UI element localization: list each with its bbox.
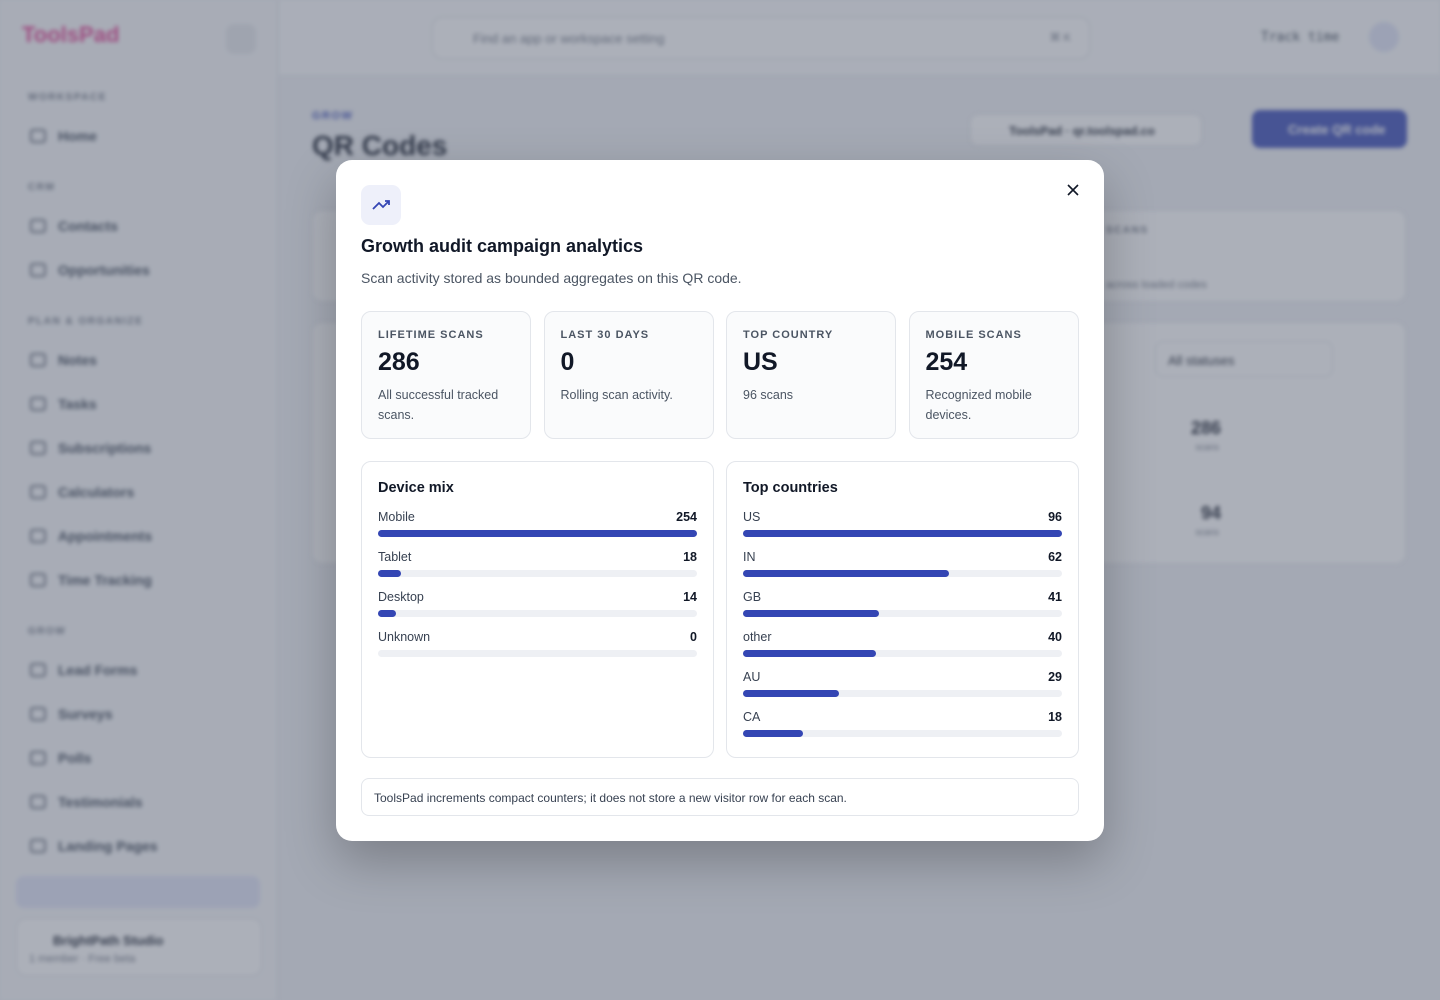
stat-value: 0	[560, 348, 575, 376]
item-name: IN	[743, 550, 756, 564]
item-name: AU	[743, 670, 761, 684]
bar-track	[743, 650, 1062, 657]
item-value: 41	[1048, 590, 1062, 604]
trend-icon	[372, 200, 390, 210]
panel-title: Top countries	[743, 480, 838, 496]
bar	[743, 570, 950, 577]
modal-footer: ToolsPad increments compact counters; it…	[361, 778, 1079, 816]
stat-label: TOP COUNTRY	[743, 329, 834, 341]
bar	[378, 570, 401, 577]
bar	[743, 690, 840, 697]
bar-track	[378, 570, 697, 577]
item-value: 254	[676, 510, 697, 524]
item-value: 62	[1048, 550, 1062, 564]
breakdown-row: GB 41	[743, 590, 1062, 630]
stat-value: 254	[925, 348, 968, 376]
item-name: Mobile	[378, 510, 415, 524]
bar-track	[378, 650, 697, 657]
bar-track	[743, 690, 1062, 697]
bar	[378, 530, 697, 537]
stat-label: LIFETIME SCANS	[378, 329, 484, 341]
panel-title: Device mix	[378, 480, 454, 496]
bar-track	[743, 530, 1062, 537]
bar-track	[743, 610, 1062, 617]
modal-title: Growth audit campaign analytics	[361, 236, 644, 256]
breakdown-row: Tablet 18	[378, 550, 697, 590]
item-value: 0	[690, 630, 697, 644]
stat-note: Recognized mobile devices.	[925, 388, 1032, 422]
stat-card: LIFETIME SCANS 286 All successful tracked …	[361, 311, 531, 439]
breakdown-row: other 40	[743, 630, 1062, 670]
bar-track	[378, 610, 697, 617]
stat-card: LAST 30 DAYS 0 Rolling scan activity.	[543, 311, 714, 439]
stat-value: US	[743, 348, 778, 376]
stat-label: LAST 30 DAYS	[560, 329, 650, 341]
bar	[743, 610, 880, 617]
item-name: Desktop	[378, 590, 424, 604]
item-name: CA	[743, 710, 761, 724]
breakdown-row: Unknown 0	[378, 630, 697, 670]
breakdown-row: AU 29	[743, 670, 1062, 710]
breakdown-row: IN 62	[743, 550, 1062, 590]
bar-track	[743, 570, 1062, 577]
breakdown-row: US 96	[743, 510, 1062, 550]
item-value: 96	[1048, 510, 1062, 524]
item-name: Tablet	[378, 550, 412, 564]
modal: Growth audit campaign analytics Scan act…	[336, 160, 1104, 841]
breakdown-panel: Device mix Mobile 254 Tablet 18 Desktop 14 Unkn…	[361, 461, 714, 758]
close-button[interactable]	[1065, 182, 1081, 198]
item-name: Unknown	[378, 630, 431, 644]
item-name: other	[743, 630, 772, 644]
stat-note: 96 scans	[743, 388, 794, 402]
bar-track	[378, 530, 697, 537]
breakdown-row: Mobile 254	[378, 510, 697, 550]
item-name: US	[743, 510, 761, 524]
item-value: 18	[1048, 710, 1062, 724]
item-value: 40	[1048, 630, 1062, 644]
stat-note: Rolling scan activity.	[560, 388, 673, 402]
breakdown-row: CA 18	[743, 710, 1062, 750]
breakdown-panel: Top countries US 96 IN 62 GB 41 other 40 AU 29 CA 18	[726, 461, 1079, 758]
bar	[743, 730, 803, 737]
stat-card: TOP COUNTRY US 96 scans	[726, 311, 896, 439]
modal-subtitle: Scan activity stored as bounded aggregat…	[361, 270, 742, 286]
modal-icon	[361, 185, 401, 225]
item-name: GB	[743, 590, 762, 604]
bar	[743, 530, 1062, 537]
stat-card: MOBILE SCANS 254 Recognized mobile devices…	[908, 311, 1079, 439]
bar-track	[743, 730, 1062, 737]
stat-value: 286	[378, 348, 420, 376]
stat-note: All successful tracked scans.	[378, 388, 499, 422]
item-value: 18	[683, 550, 697, 564]
item-value: 14	[683, 590, 697, 604]
item-value: 29	[1048, 670, 1062, 684]
bar	[743, 650, 876, 657]
stat-label: MOBILE SCANS	[925, 329, 1022, 341]
breakdown-row: Desktop 14	[378, 590, 697, 630]
bar	[378, 610, 396, 617]
